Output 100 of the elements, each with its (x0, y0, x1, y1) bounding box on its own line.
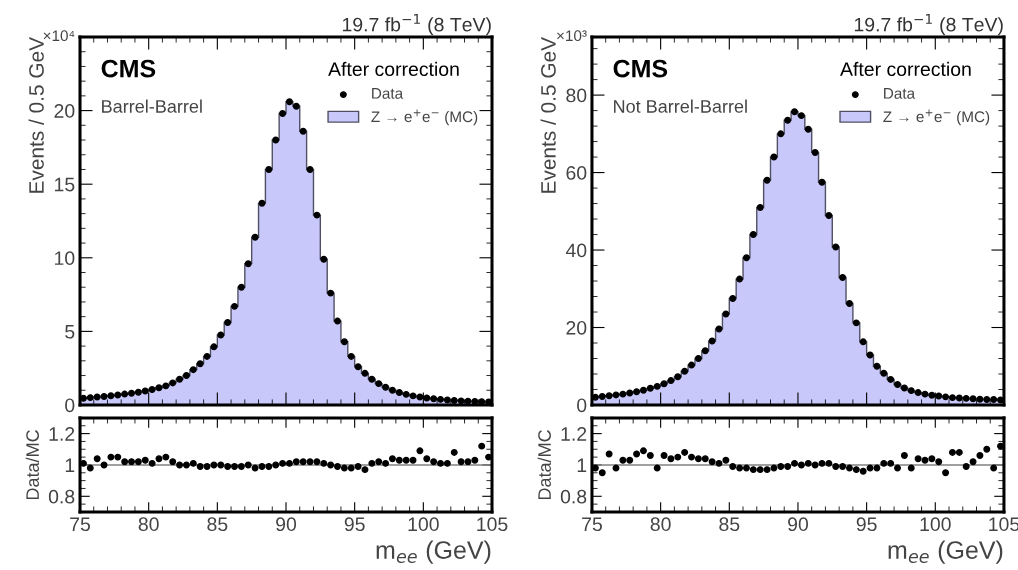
point (361, 466, 369, 474)
y-tick-label: 0.8 (48, 489, 75, 504)
point (141, 456, 149, 464)
point (182, 372, 190, 380)
point (921, 390, 929, 398)
point (272, 136, 280, 144)
point (701, 347, 709, 355)
point (887, 459, 895, 467)
point (189, 459, 197, 467)
point (320, 255, 328, 263)
point (148, 459, 156, 467)
point (251, 233, 259, 241)
point (128, 458, 135, 466)
point (605, 450, 613, 458)
point (292, 102, 300, 110)
point (639, 447, 647, 455)
point (674, 453, 682, 461)
point (756, 203, 764, 211)
point (141, 387, 149, 395)
point (681, 448, 689, 456)
point (928, 455, 936, 463)
x-tick-label: 105 (477, 517, 508, 532)
point (107, 453, 115, 461)
point (736, 464, 744, 472)
point (729, 463, 737, 470)
point (375, 380, 383, 388)
point (299, 127, 307, 135)
point (674, 373, 682, 381)
point (832, 463, 840, 470)
point (784, 463, 792, 470)
point (942, 469, 950, 477)
y-axis-title: Events / 0.5 GeV (540, 37, 556, 193)
point (777, 463, 785, 470)
point (811, 148, 819, 156)
point (948, 448, 956, 456)
point (900, 452, 908, 460)
point (859, 338, 867, 346)
point (756, 466, 764, 474)
point (859, 467, 867, 475)
point (244, 260, 252, 268)
point (749, 231, 757, 239)
point (361, 369, 369, 377)
point (763, 176, 771, 184)
point (825, 459, 833, 467)
x-tick-label: 90 (276, 517, 297, 532)
point (155, 384, 163, 392)
point (667, 377, 675, 385)
x-tick-label: 100 (920, 517, 951, 532)
point (688, 361, 696, 369)
point (612, 391, 620, 399)
point (182, 461, 190, 469)
point (347, 352, 355, 360)
point (430, 458, 438, 466)
point (784, 116, 792, 124)
point (633, 450, 641, 458)
point (354, 463, 362, 470)
point (375, 458, 383, 466)
point (997, 396, 1004, 404)
point (237, 283, 245, 291)
point (804, 125, 812, 133)
point (121, 390, 129, 398)
point (866, 464, 874, 472)
point (409, 392, 417, 400)
point (388, 455, 396, 463)
point (100, 392, 108, 400)
point (839, 463, 847, 470)
point (660, 452, 668, 460)
point (409, 456, 417, 464)
y-axis-title: Events / 0.5 GeV (28, 37, 44, 193)
point (334, 317, 341, 325)
point (148, 386, 156, 394)
point (382, 383, 390, 391)
point (907, 464, 915, 472)
point (935, 392, 943, 400)
point (176, 375, 184, 383)
point (639, 386, 647, 394)
x-tick-label: 75 (582, 517, 602, 532)
point (155, 455, 163, 463)
y-tick-label: 20 (566, 320, 587, 335)
point (279, 110, 287, 118)
legend-title: After correction (328, 61, 459, 77)
point (990, 464, 998, 472)
y-tick-label: 1.2 (49, 427, 75, 441)
point (388, 386, 396, 394)
point (478, 398, 486, 405)
point (653, 382, 661, 390)
point (667, 455, 675, 463)
point (231, 302, 238, 310)
chart-title: 19.7 fb$^{−1}$ (8 TeV) (342, 13, 491, 36)
point (646, 452, 654, 460)
point (334, 463, 341, 470)
point (395, 389, 403, 396)
point (471, 397, 479, 405)
point (210, 343, 218, 351)
point (237, 463, 245, 470)
legend-label: Data (372, 88, 404, 99)
point (983, 445, 991, 453)
point (742, 464, 750, 472)
point (598, 469, 606, 477)
point (196, 360, 204, 368)
